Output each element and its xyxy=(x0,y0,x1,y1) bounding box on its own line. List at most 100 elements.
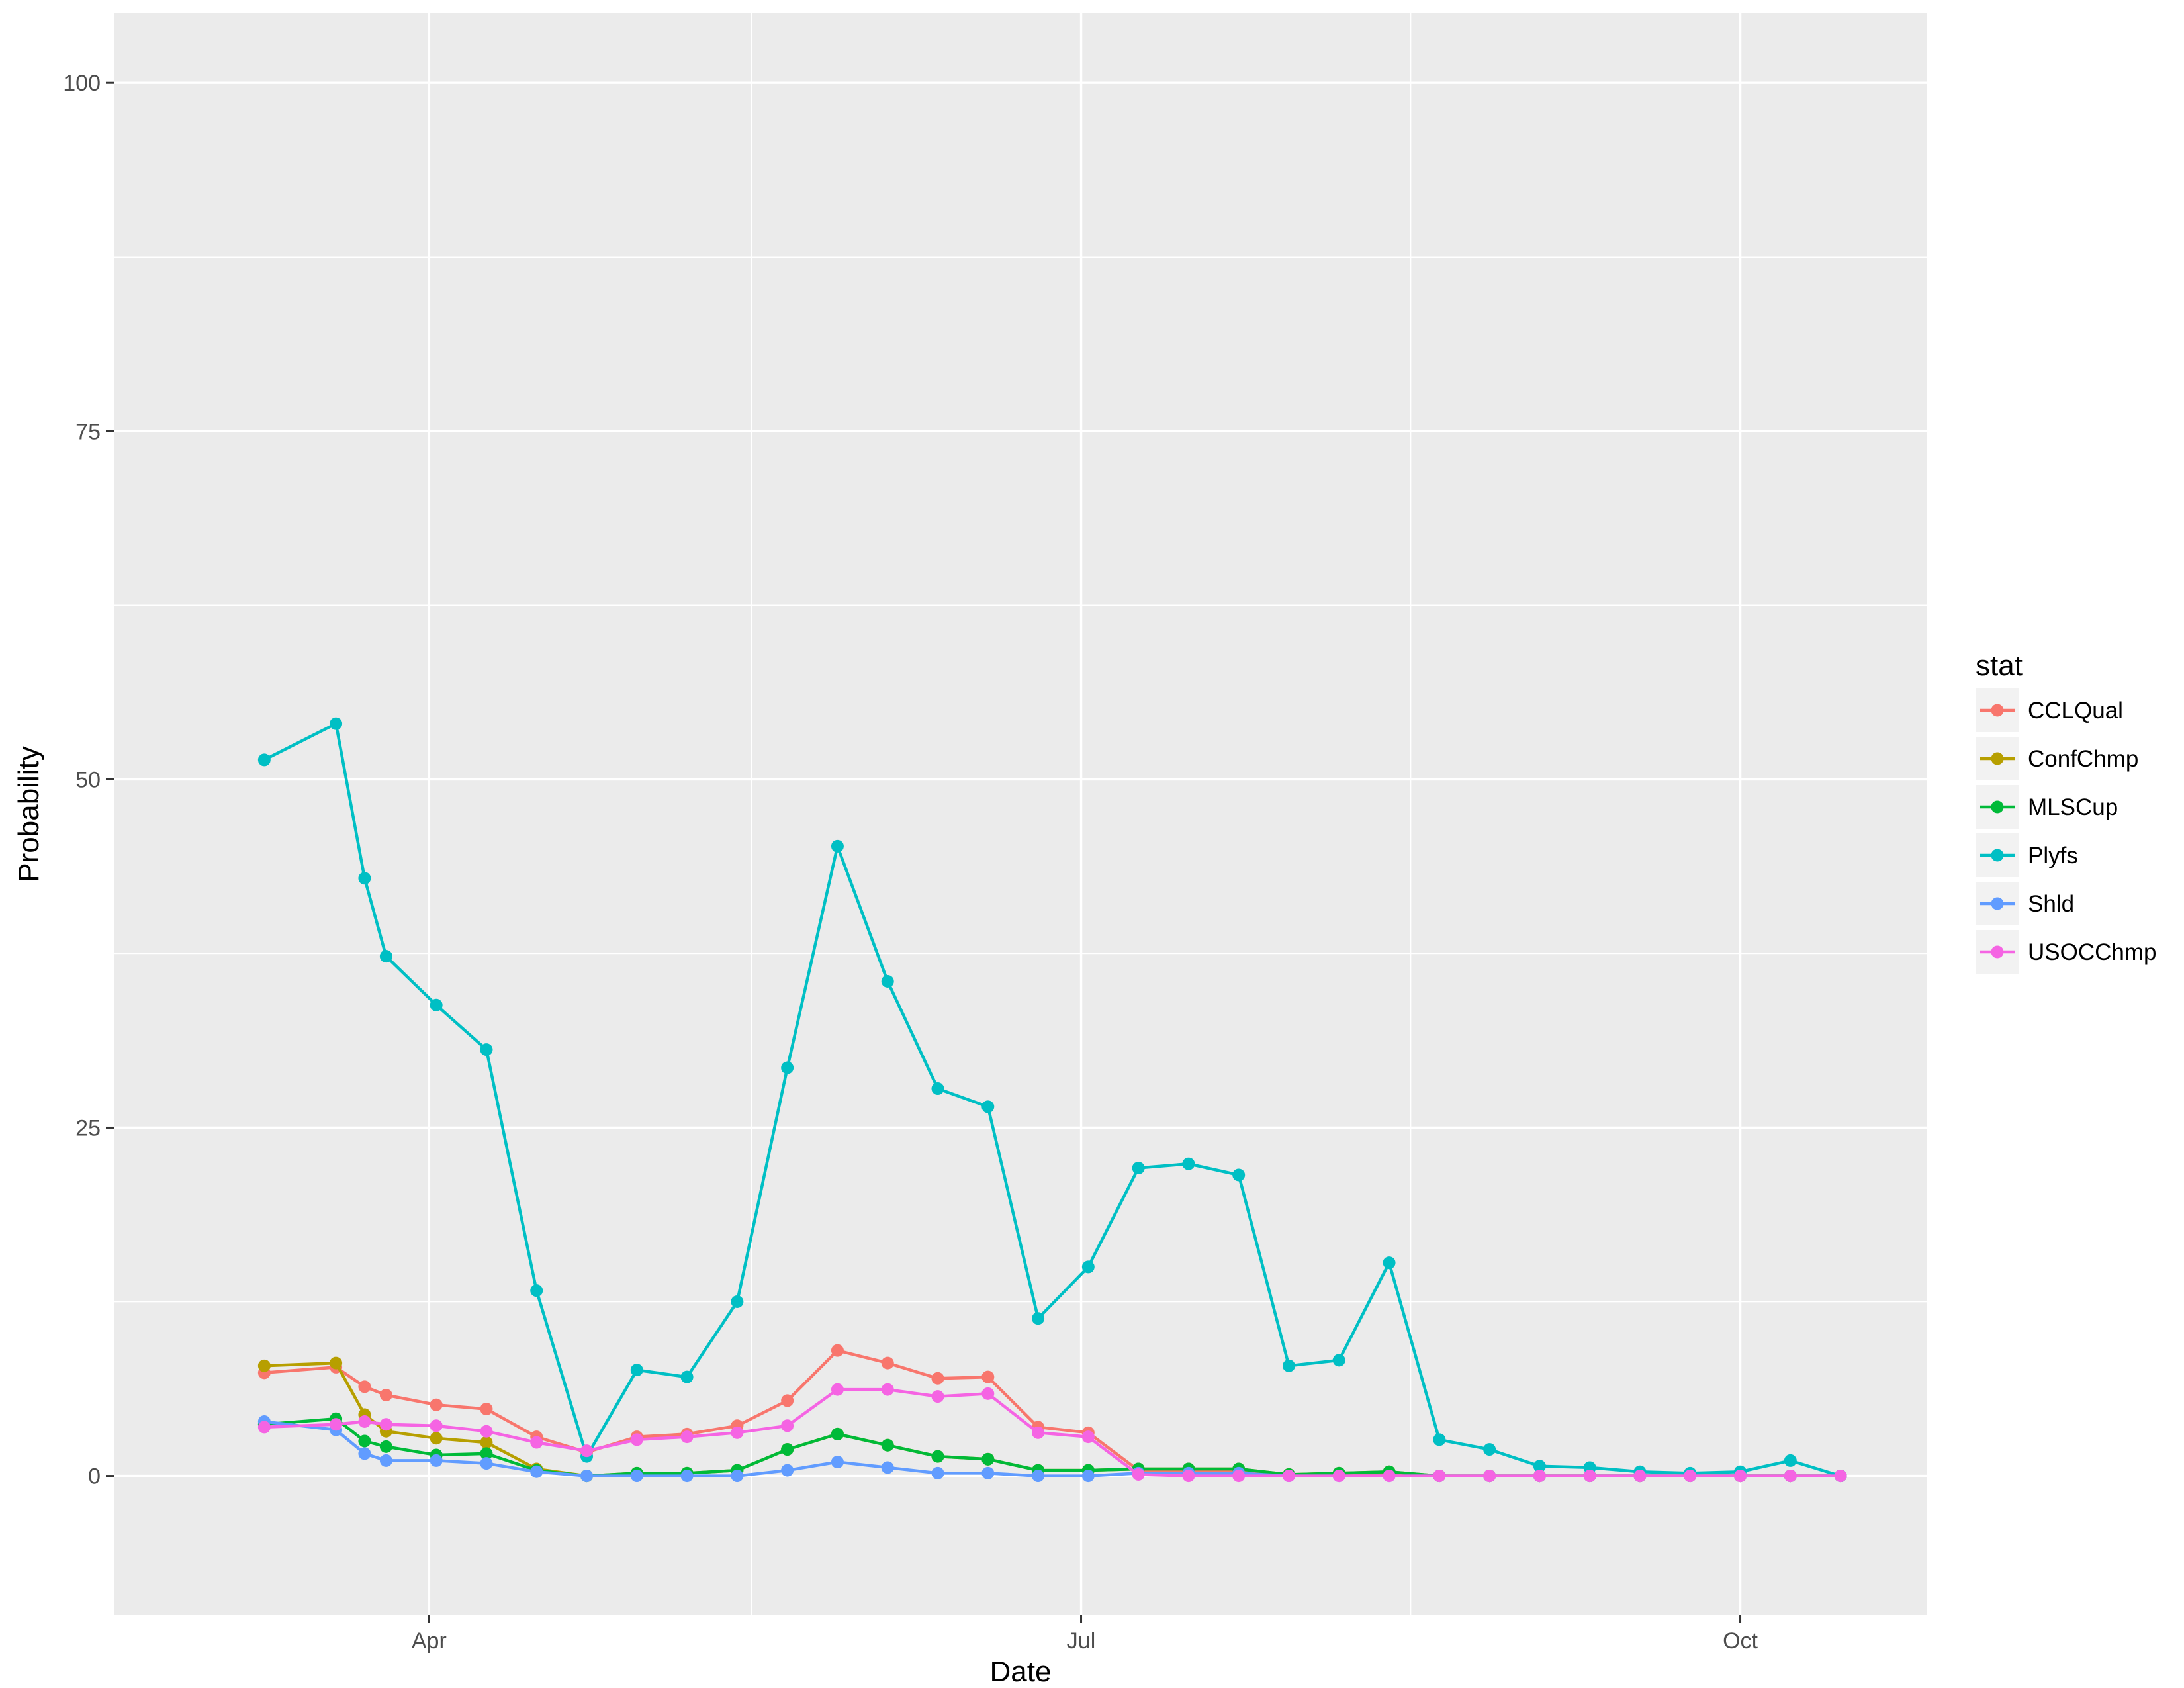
data-point-confchmp xyxy=(257,1359,271,1372)
data-point-usocchmp xyxy=(530,1436,543,1449)
legend-label-shld: Shld xyxy=(2028,891,2074,917)
data-point-shld xyxy=(530,1465,543,1478)
data-point-usocchmp xyxy=(1383,1470,1396,1483)
data-point-plyfs xyxy=(1132,1162,1145,1175)
data-point-confchmp xyxy=(480,1436,493,1449)
y-tick-label: 50 xyxy=(75,767,101,792)
data-point-usocchmp xyxy=(358,1415,371,1428)
major-gridlines xyxy=(114,13,1927,1615)
data-point-plyfs xyxy=(1232,1168,1246,1182)
legend-item-mlscup: MLSCup xyxy=(1976,785,2118,829)
x-tick-label: Apr xyxy=(412,1628,447,1654)
data-point-confchmp xyxy=(430,1432,443,1445)
data-point-plyfs xyxy=(1182,1157,1195,1170)
data-point-cclqual xyxy=(981,1370,995,1383)
legend-item-shld: Shld xyxy=(1976,882,2074,925)
data-point-plyfs xyxy=(1332,1354,1345,1367)
data-point-usocchmp xyxy=(781,1419,794,1432)
data-point-usocchmp xyxy=(630,1433,643,1446)
legend-key-point xyxy=(1991,945,2004,959)
data-point-mlscup xyxy=(480,1447,493,1460)
data-point-cclqual xyxy=(379,1389,392,1402)
data-point-mlscup xyxy=(931,1450,944,1463)
data-point-cclqual xyxy=(430,1398,443,1411)
data-point-usocchmp xyxy=(1583,1470,1596,1483)
data-point-cclqual xyxy=(358,1380,371,1393)
data-point-shld xyxy=(831,1456,844,1469)
data-point-plyfs xyxy=(781,1061,794,1074)
data-point-shld xyxy=(358,1447,371,1460)
legend-items: CCLQual ConfChmp MLSCup Plyfs Shld USOCChmp xyxy=(1976,688,2156,974)
legend-item-confchmp: ConfChmp xyxy=(1976,737,2138,780)
data-point-mlscup xyxy=(981,1452,995,1466)
legend-label-usocchmp: USOCChmp xyxy=(2028,939,2156,965)
data-point-shld xyxy=(1081,1470,1095,1483)
legend-key-point xyxy=(1991,800,2004,814)
data-point-usocchmp xyxy=(430,1419,443,1432)
data-point-plyfs xyxy=(1483,1443,1496,1456)
series-usocchmp xyxy=(257,1383,1847,1483)
y-axis-title: Probability xyxy=(13,746,45,882)
y-tick-label: 0 xyxy=(88,1464,101,1489)
data-point-shld xyxy=(731,1470,744,1483)
data-point-usocchmp xyxy=(1633,1470,1647,1483)
data-point-shld xyxy=(379,1454,392,1467)
legend-key-point xyxy=(1991,849,2004,862)
data-point-cclqual xyxy=(881,1356,894,1370)
data-point-shld xyxy=(981,1466,995,1479)
data-point-cclqual xyxy=(480,1403,493,1416)
data-point-mlscup xyxy=(358,1434,371,1448)
data-point-usocchmp xyxy=(1182,1470,1195,1483)
data-point-usocchmp xyxy=(580,1444,594,1458)
data-point-mlscup xyxy=(881,1438,894,1452)
data-point-usocchmp xyxy=(1132,1468,1145,1481)
legend-item-usocchmp: USOCChmp xyxy=(1976,930,2156,974)
data-point-shld xyxy=(931,1466,944,1479)
data-point-usocchmp xyxy=(931,1390,944,1403)
data-point-plyfs xyxy=(358,872,371,885)
data-point-usocchmp xyxy=(881,1383,894,1396)
data-point-usocchmp xyxy=(1533,1470,1546,1483)
data-point-shld xyxy=(480,1457,493,1470)
y-tick-labels: 0 25 50 75 100 xyxy=(63,71,101,1489)
data-point-plyfs xyxy=(257,753,271,767)
data-point-plyfs xyxy=(330,717,343,730)
plot-panel xyxy=(114,13,1927,1615)
data-point-plyfs xyxy=(731,1295,744,1309)
x-axis-title: Date xyxy=(990,1656,1052,1688)
data-point-usocchmp xyxy=(731,1426,744,1439)
data-point-plyfs xyxy=(1032,1312,1045,1325)
data-point-confchmp xyxy=(330,1356,343,1370)
legend-key-point xyxy=(1991,704,2004,717)
data-point-cclqual xyxy=(831,1344,844,1357)
data-point-plyfs xyxy=(630,1364,643,1377)
data-point-usocchmp xyxy=(1433,1470,1446,1483)
data-point-plyfs xyxy=(530,1284,543,1297)
data-point-usocchmp xyxy=(1232,1470,1246,1483)
data-point-plyfs xyxy=(931,1082,944,1096)
y-tick-label: 100 xyxy=(63,71,101,96)
data-point-plyfs xyxy=(680,1370,694,1383)
legend-label-plyfs: Plyfs xyxy=(2028,843,2078,868)
data-point-usocchmp xyxy=(981,1387,995,1400)
x-tick-label: Jul xyxy=(1067,1628,1095,1654)
data-point-shld xyxy=(781,1464,794,1477)
legend-label-mlscup: MLSCup xyxy=(2028,794,2118,820)
data-point-usocchmp xyxy=(1032,1426,1045,1439)
data-point-mlscup xyxy=(781,1443,794,1456)
x-tick-labels: Apr Jul Oct xyxy=(412,1628,1758,1654)
legend-key-point xyxy=(1991,897,2004,910)
data-point-usocchmp xyxy=(1684,1470,1697,1483)
data-point-usocchmp xyxy=(1784,1470,1797,1483)
data-point-shld xyxy=(1032,1470,1045,1483)
data-point-usocchmp xyxy=(1483,1470,1496,1483)
legend-title: stat xyxy=(1976,649,2023,682)
data-point-usocchmp xyxy=(379,1418,392,1431)
legend-key-point xyxy=(1991,752,2004,765)
data-point-usocchmp xyxy=(1332,1470,1345,1483)
data-point-plyfs xyxy=(881,975,894,988)
series-plyfs xyxy=(257,717,1847,1483)
data-point-plyfs xyxy=(1383,1256,1396,1270)
legend: stat CCLQual ConfChmp MLSCup Plyfs Shld USOCC… xyxy=(1976,649,2156,974)
